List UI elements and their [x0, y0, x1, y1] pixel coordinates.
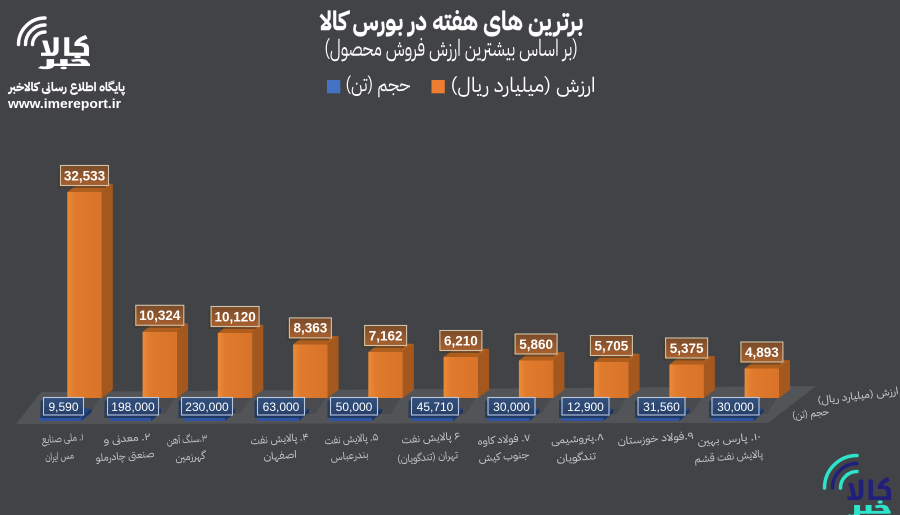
svg-text:www.imereport.ir: www.imereport.ir [7, 96, 121, 111]
svg-text:8,363: 8,363 [294, 321, 328, 336]
svg-text:5,860: 5,860 [519, 337, 553, 352]
svg-text:5,705: 5,705 [595, 338, 629, 353]
svg-text:9,590: 9,590 [48, 400, 78, 414]
svg-text:198,000: 198,000 [111, 400, 155, 414]
svg-text:6,210: 6,210 [444, 333, 478, 348]
svg-text:31,560: 31,560 [643, 400, 680, 414]
svg-text:63,000: 63,000 [263, 400, 300, 414]
svg-text:30,000: 30,000 [717, 400, 754, 414]
svg-text:4,893: 4,893 [745, 345, 779, 360]
svg-text:10,324: 10,324 [139, 308, 181, 323]
svg-text:230,000: 230,000 [185, 400, 229, 414]
svg-text:10,120: 10,120 [214, 309, 255, 324]
svg-text:45,710: 45,710 [417, 400, 454, 414]
svg-text:12,900: 12,900 [567, 400, 604, 414]
svg-text:30,000: 30,000 [493, 400, 530, 414]
svg-text:7,162: 7,162 [369, 328, 403, 343]
svg-text:32,533: 32,533 [64, 168, 106, 183]
svg-text:50,000: 50,000 [336, 400, 373, 414]
svg-text:5,375: 5,375 [670, 341, 704, 356]
